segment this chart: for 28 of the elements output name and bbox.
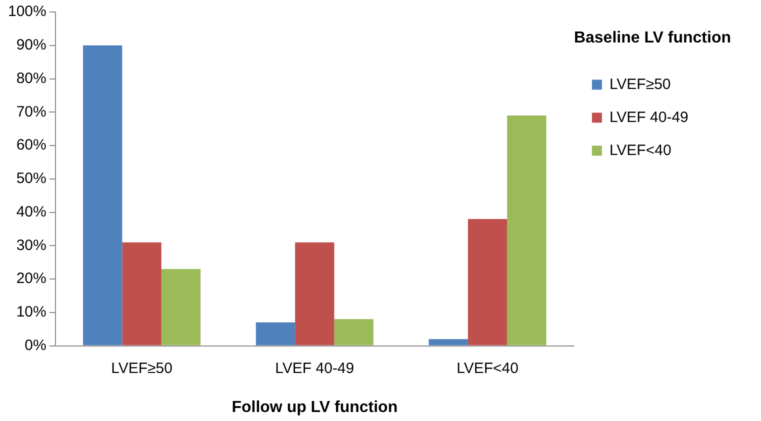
y-tick-label: 90% (16, 36, 46, 54)
legend-label: LVEF 40-49 (609, 108, 688, 126)
x-tick-label: LVEF≥50 (111, 360, 172, 377)
legend-title: Baseline LV function (574, 29, 732, 46)
x-axis-title: Follow up LV function (232, 398, 398, 416)
bar (334, 319, 374, 346)
legend-label: LVEF≥50 (609, 76, 671, 93)
y-tick-label: 70% (16, 103, 46, 120)
y-tick-label: 80% (16, 70, 46, 87)
bar (507, 115, 546, 346)
x-tick-label: LVEF<40 (456, 360, 518, 377)
bar (83, 45, 122, 346)
bar (256, 322, 296, 346)
bar (468, 218, 508, 346)
y-tick-label: 40% (16, 203, 46, 220)
y-tick-label: 30% (16, 236, 46, 254)
legend-label: LVEF<40 (609, 142, 672, 159)
y-tick-label: 10% (16, 304, 46, 321)
y-tick-label: 20% (16, 270, 46, 288)
bar (122, 242, 162, 346)
bar (428, 339, 468, 346)
bar (161, 269, 201, 346)
y-tick-label: 0% (24, 336, 46, 354)
bar (295, 242, 334, 346)
y-tick-label: 50% (16, 170, 46, 188)
y-tick-label: 60% (16, 136, 46, 154)
x-tick-label: LVEF 40-49 (275, 360, 354, 377)
y-tick-label: 100% (8, 3, 46, 20)
